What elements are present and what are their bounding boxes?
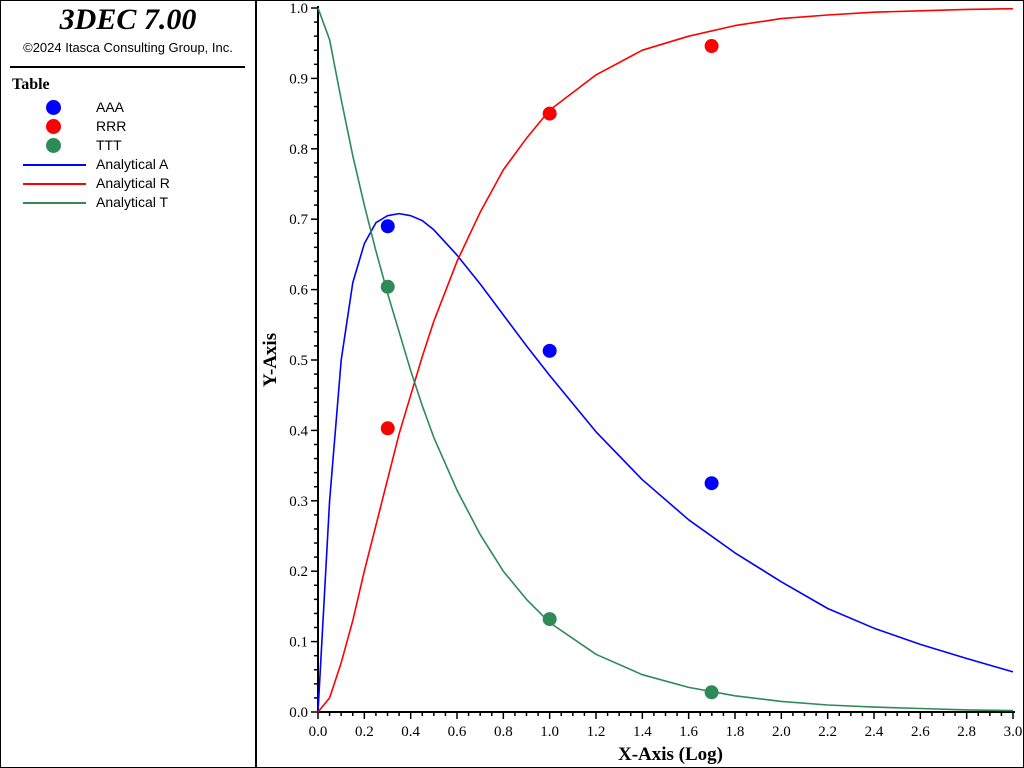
data-point-rrr xyxy=(542,106,557,121)
y-tick-label: 0.5 xyxy=(289,353,308,369)
legend-line-icon xyxy=(23,164,86,166)
x-tick-label: 0.4 xyxy=(401,724,420,740)
panel-divider xyxy=(255,0,257,768)
legend-item: RRR xyxy=(0,117,250,136)
legend-label: RRR xyxy=(96,118,127,134)
series-line-analytical-a xyxy=(317,212,1014,713)
y-tick-label: 1.0 xyxy=(289,1,308,17)
data-point-ttt xyxy=(704,685,719,700)
legend-item: Analytical A xyxy=(0,155,250,174)
x-tick-label: 3.0 xyxy=(1004,724,1023,740)
legend-label: Analytical A xyxy=(96,156,169,172)
y-tick-label: 0.8 xyxy=(289,142,308,158)
y-tick-label: 0.4 xyxy=(289,423,308,439)
legend-label: Analytical R xyxy=(96,175,170,191)
legend-label: AAA xyxy=(96,99,125,115)
x-tick-label: 2.4 xyxy=(865,724,884,740)
y-tick-label: 0.0 xyxy=(289,705,308,721)
y-tick-label: 0.2 xyxy=(289,564,308,580)
x-tick-label: 2.2 xyxy=(818,724,837,740)
series-line-analytical-t xyxy=(317,7,1014,712)
legend-label: TTT xyxy=(96,137,122,153)
x-tick-label: 0.0 xyxy=(309,724,328,740)
legend-marker-icon xyxy=(46,119,61,134)
y-tick-label: 0.6 xyxy=(289,283,308,299)
legend-title: Table xyxy=(12,76,50,93)
legend-marker-icon xyxy=(46,100,61,115)
legend-item: Analytical R xyxy=(0,174,250,193)
data-point-ttt xyxy=(542,612,557,627)
copyright-text: ©2024 Itasca Consulting Group, Inc. xyxy=(23,40,233,55)
x-axis-label: X-Axis (Log) xyxy=(618,744,723,765)
series-line-analytical-r xyxy=(317,7,1014,713)
legend-item: TTT xyxy=(0,136,250,155)
legend-marker-icon xyxy=(46,138,61,153)
data-point-rrr xyxy=(380,421,395,436)
data-point-rrr xyxy=(704,39,719,54)
x-tick-label: 1.8 xyxy=(726,724,745,740)
legend-line-icon xyxy=(23,183,86,185)
x-tick-label: 2.8 xyxy=(957,724,976,740)
x-tick-label: 1.6 xyxy=(679,724,698,740)
y-axis-label: Y-Axis xyxy=(260,333,281,387)
x-tick-label: 1.0 xyxy=(540,724,559,740)
x-tick-label: 1.2 xyxy=(587,724,606,740)
legend-line-icon xyxy=(23,202,86,204)
legend-item: Analytical T xyxy=(0,193,250,212)
x-tick-label: 2.6 xyxy=(911,724,930,740)
data-point-aaa xyxy=(704,476,719,491)
x-tick-label: 0.6 xyxy=(448,724,467,740)
data-point-aaa xyxy=(380,219,395,234)
x-tick-label: 0.2 xyxy=(355,724,374,740)
data-point-aaa xyxy=(542,343,557,358)
x-tick-label: 1.4 xyxy=(633,724,652,740)
legend-item: AAA xyxy=(0,98,250,117)
app-title: 3DEC 7.00 xyxy=(59,3,197,36)
title-divider xyxy=(10,66,245,68)
y-tick-label: 0.9 xyxy=(289,71,308,87)
x-tick-label: 0.8 xyxy=(494,724,513,740)
y-tick-label: 0.1 xyxy=(289,635,308,651)
y-tick-label: 0.7 xyxy=(289,212,308,228)
y-tick-label: 0.3 xyxy=(289,494,308,510)
data-point-ttt xyxy=(380,279,395,294)
x-tick-label: 2.0 xyxy=(772,724,791,740)
legend-label: Analytical T xyxy=(96,194,169,210)
